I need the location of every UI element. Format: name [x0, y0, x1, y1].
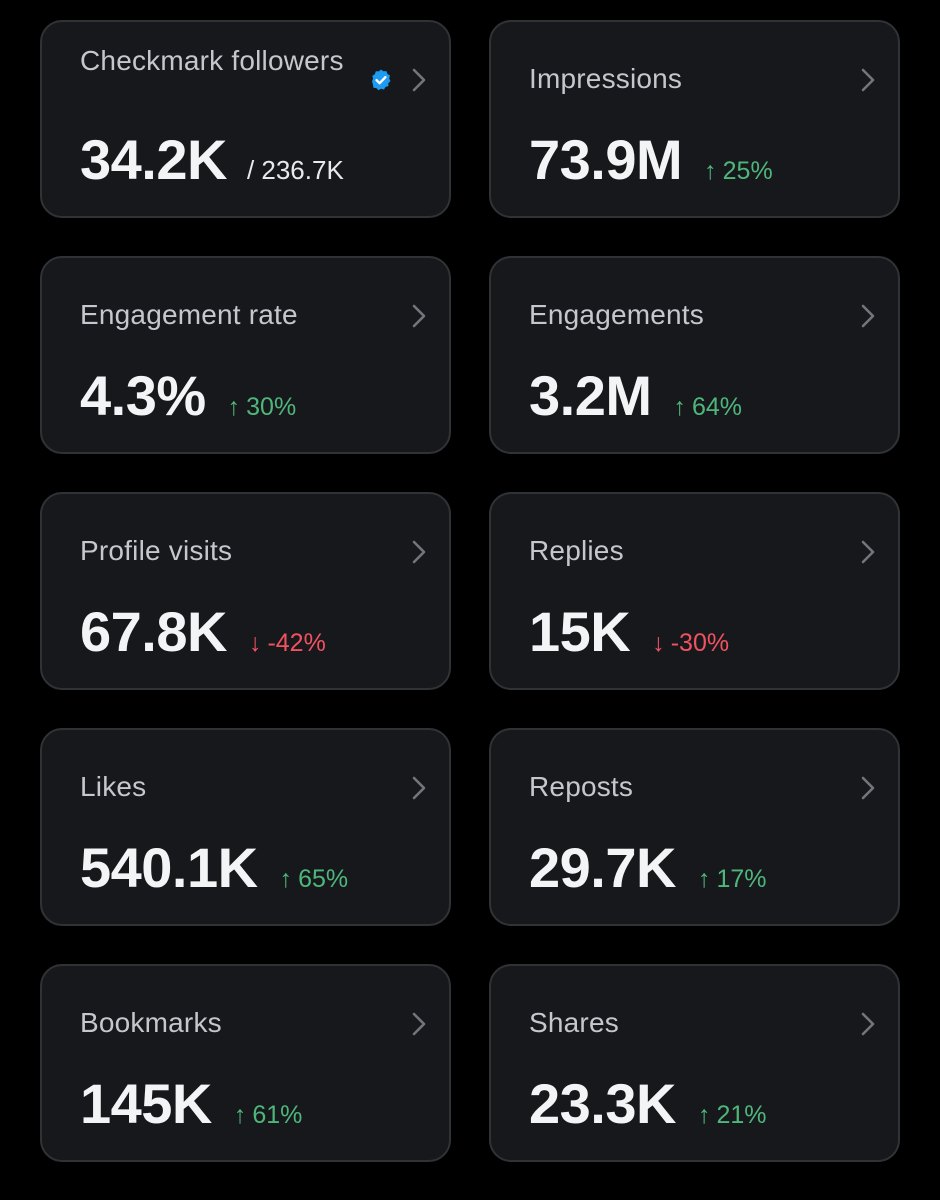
arrow-up-icon: ↑	[233, 1101, 247, 1129]
card-checkmark-followers[interactable]: Checkmark followers 34.2K / 236.7K	[40, 20, 451, 218]
card-title: Bookmarks	[80, 1007, 222, 1038]
card-title: Reposts	[529, 771, 634, 802]
metric-value: 34.2K	[80, 128, 227, 191]
change-percent: 61%	[252, 1101, 303, 1129]
change-percent: 21%	[716, 1101, 767, 1129]
metric-value-row: 34.2K / 236.7K	[80, 130, 344, 190]
card-likes[interactable]: Likes 540.1K ↑ 65%	[40, 728, 451, 926]
change-indicator: ↓ -42%	[249, 629, 326, 658]
metric-total: / 236.7K	[246, 155, 344, 185]
card-bookmarks[interactable]: Bookmarks 145K ↑ 61%	[40, 964, 451, 1162]
change-indicator: ↑ 30%	[228, 393, 297, 422]
metric-value: 540.1K	[80, 836, 258, 899]
change-indicator: ↓ -30%	[652, 629, 729, 658]
chevron-right-icon	[858, 774, 878, 802]
change-indicator: ↑ 21%	[698, 1101, 767, 1130]
chevron-right-icon	[409, 66, 429, 94]
metric-value-row: 3.2M ↑ 64%	[529, 366, 742, 426]
arrow-up-icon: ↑	[279, 865, 293, 893]
card-shares[interactable]: Shares 23.3K ↑ 21%	[489, 964, 900, 1162]
change-indicator: ↑ 64%	[674, 393, 743, 422]
arrow-up-icon: ↑	[704, 157, 717, 185]
card-title: Engagements	[529, 299, 704, 330]
card-title: Checkmark followers	[80, 45, 344, 76]
card-title: Profile visits	[80, 535, 233, 566]
change-percent: 25%	[722, 157, 773, 185]
chevron-right-icon	[858, 66, 878, 94]
metric-value: 145K	[80, 1072, 212, 1135]
chevron-right-icon	[409, 538, 429, 566]
metric-value-row: 15K ↓ -30%	[529, 602, 729, 662]
arrow-down-icon: ↓	[652, 629, 665, 657]
card-title: Likes	[80, 771, 147, 802]
arrow-up-icon: ↑	[697, 865, 711, 893]
metric-value: 29.7K	[529, 836, 676, 899]
card-title: Engagement rate	[80, 299, 298, 330]
change-indicator: ↑ 25%	[704, 157, 773, 186]
card-engagement-rate[interactable]: Engagement rate 4.3% ↑ 30%	[40, 256, 451, 454]
metric-value-row: 540.1K ↑ 65%	[80, 838, 348, 898]
change-indicator: ↑ 61%	[234, 1101, 303, 1130]
change-indicator: ↑ 65%	[280, 865, 349, 894]
chevron-right-icon	[858, 302, 878, 330]
card-replies[interactable]: Replies 15K ↓ -30%	[489, 492, 900, 690]
metric-value: 3.2M	[529, 364, 652, 427]
metric-value: 15K	[529, 600, 631, 663]
change-percent: 64%	[692, 393, 743, 421]
metric-value-row: 29.7K ↑ 17%	[529, 838, 766, 898]
metric-value: 23.3K	[529, 1072, 676, 1135]
change-percent: 30%	[246, 393, 297, 421]
chevron-right-icon	[858, 1010, 878, 1038]
arrow-down-icon: ↓	[248, 629, 262, 657]
card-engagements[interactable]: Engagements 3.2M ↑ 64%	[489, 256, 900, 454]
arrow-up-icon: ↑	[227, 393, 241, 421]
change-percent: -42%	[267, 629, 326, 657]
metric-value: 67.8K	[80, 600, 227, 663]
chevron-right-icon	[409, 774, 429, 802]
metric-value-row: 145K ↑ 61%	[80, 1074, 302, 1134]
chevron-right-icon	[409, 1010, 429, 1038]
change-indicator: ↑ 17%	[698, 865, 767, 894]
metric-value-row: 23.3K ↑ 21%	[529, 1074, 766, 1134]
card-title: Shares	[529, 1007, 619, 1038]
metrics-grid: Checkmark followers 34.2K / 236.7K Impre…	[40, 20, 900, 1162]
change-percent: -30%	[670, 629, 730, 657]
card-profile-visits[interactable]: Profile visits 67.8K ↓ -42%	[40, 492, 451, 690]
metric-value-row: 67.8K ↓ -42%	[80, 602, 326, 662]
change-percent: 17%	[716, 865, 767, 893]
metric-value-row: 73.9M ↑ 25%	[529, 130, 773, 190]
chevron-right-icon	[858, 538, 878, 566]
metric-value: 4.3%	[80, 364, 206, 427]
chevron-right-icon	[409, 302, 429, 330]
card-title: Impressions	[529, 63, 683, 94]
verified-badge-icon	[369, 68, 393, 92]
change-percent: 65%	[298, 865, 349, 893]
metric-value: 73.9M	[529, 128, 683, 191]
metric-value-row: 4.3% ↑ 30%	[80, 366, 296, 426]
card-impressions[interactable]: Impressions 73.9M ↑ 25%	[489, 20, 900, 218]
card-reposts[interactable]: Reposts 29.7K ↑ 17%	[489, 728, 900, 926]
card-title: Replies	[529, 535, 624, 566]
arrow-up-icon: ↑	[673, 393, 687, 421]
arrow-up-icon: ↑	[697, 1101, 711, 1129]
